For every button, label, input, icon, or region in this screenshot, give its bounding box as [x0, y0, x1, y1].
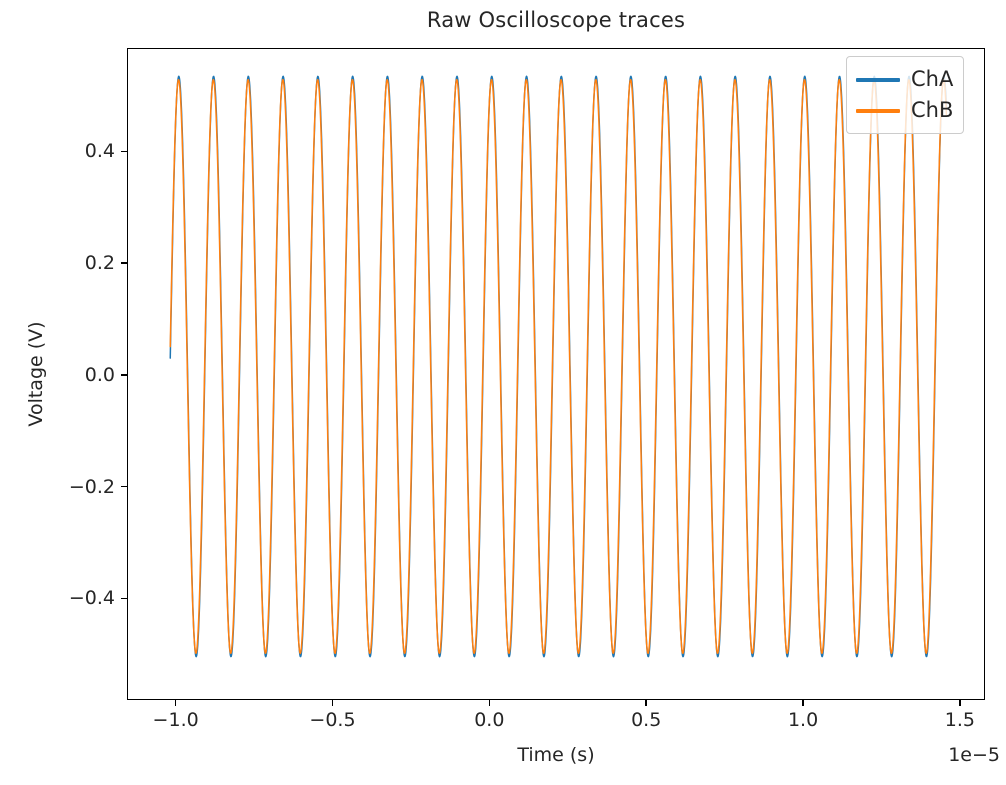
- x-tick-mark: [174, 700, 177, 706]
- legend-swatch-chb: [856, 108, 900, 113]
- x-axis-label: Time (s): [517, 744, 595, 766]
- legend-item-chb[interactable]: ChB: [856, 95, 953, 126]
- y-tick-label: 0.0: [84, 363, 115, 386]
- x-tick-mark: [802, 700, 804, 706]
- legend-label-chb: ChB: [911, 98, 954, 122]
- y-axis-label: Voltage (V): [25, 321, 47, 427]
- y-tick-label: 0.2: [84, 252, 115, 275]
- page-title: Raw Oscilloscope traces: [426, 8, 686, 32]
- x-tick-label: 0.5: [631, 709, 662, 731]
- legend-label-cha: ChA: [911, 67, 954, 91]
- x-tick-label: 0.0: [474, 709, 505, 731]
- x-tick-mark: [331, 700, 334, 706]
- legend: ChA ChB: [846, 56, 965, 134]
- legend-item-cha[interactable]: ChA: [856, 64, 953, 95]
- x-tick-mark: [959, 700, 961, 706]
- y-tick-mark: [121, 374, 127, 376]
- plot-area: [127, 48, 985, 700]
- trace-chb: [169, 78, 948, 655]
- y-tick-label: 0.4: [84, 140, 115, 163]
- x-tick-mark: [645, 700, 647, 706]
- waveform-traces: [169, 75, 948, 658]
- y-tick-mark: [121, 597, 127, 599]
- x-tick-mark: [488, 700, 491, 706]
- y-tick-mark: [121, 150, 127, 153]
- y-tick-mark: [121, 485, 127, 488]
- y-tick-label: −0.2: [68, 475, 115, 498]
- x-tick-label: −0.5: [309, 709, 356, 731]
- x-tick-label: −1.0: [152, 709, 199, 731]
- x-tick-label: 1.5: [944, 709, 975, 731]
- y-tick-label: −0.4: [68, 587, 115, 610]
- x-axis-offset-text: 1e−5: [948, 744, 1000, 766]
- legend-swatch-cha: [856, 77, 900, 82]
- x-tick-label: 1.0: [787, 709, 819, 731]
- y-tick-mark: [121, 262, 127, 264]
